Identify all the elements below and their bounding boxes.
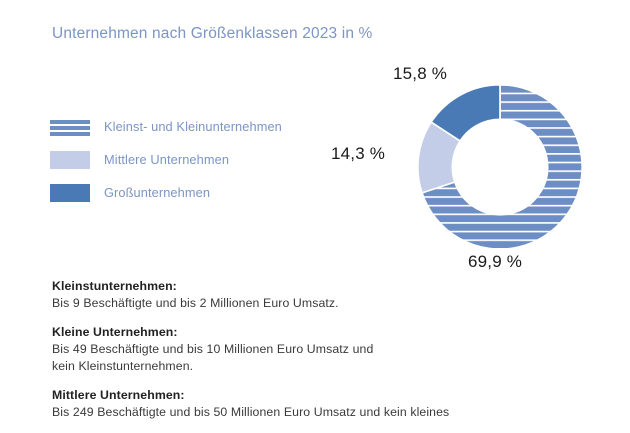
definition-term: Kleine Unternehmen: (52, 325, 178, 339)
legend-item-label: Mittlere Unternehmen (104, 152, 230, 167)
slice-value-label-grossunternehmen: 15,8 % (393, 64, 448, 83)
legend-swatch-icon-striped (50, 117, 90, 136)
definition-item-kleine-unternehmen: Kleine Unternehmen: Bis 49 Beschäftigte … (52, 324, 522, 375)
legend-item-kleinst-und-kleinunternehmen[interactable]: Kleinst- und Kleinunternehmen (50, 110, 370, 143)
slice-value-label-mittlere-unternehmen: 14,3 % (331, 144, 386, 163)
legend-swatch-icon-light (50, 150, 90, 169)
definition-text: Bis 49 Beschäftigte und bis 10 Millionen… (52, 342, 374, 373)
legend-item-label: Großunternehmen (104, 185, 211, 200)
definition-text: Bis 249 Beschäftigte und bis 50 Millione… (52, 405, 450, 419)
page-title: Unternehmen nach Größenklassen 2023 in % (52, 25, 373, 42)
definition-term: Mittlere Unternehmen: (52, 388, 185, 402)
legend-item-mittlere-unternehmen[interactable]: Mittlere Unternehmen (50, 143, 370, 176)
legend-item-grossunternehmen[interactable]: Großunternehmen (50, 176, 370, 209)
donut-slice[interactable] (420, 84, 583, 250)
definition-term: Kleinstunternehmen: (52, 279, 177, 293)
donut-slice[interactable] (430, 84, 501, 143)
definition-text: Bis 9 Beschäftigte und bis 2 Millionen E… (52, 296, 339, 310)
slice-value-label-kleinst-und-kleinunternehmen: 69,9 % (468, 252, 523, 271)
legend-item-label: Kleinst- und Kleinunternehmen (104, 119, 282, 134)
definitions-list: Kleinstunternehmen: Bis 9 Beschäftigte u… (52, 278, 522, 433)
legend-swatch-icon-solid (50, 183, 90, 202)
donut-chart-svg (417, 84, 583, 250)
definition-item-mittlere-unternehmen: Mittlere Unternehmen: Bis 249 Beschäftig… (52, 387, 522, 421)
donut-chart (417, 84, 583, 250)
donut-slices (417, 84, 583, 250)
definition-item-kleinstunternehmen: Kleinstunternehmen: Bis 9 Beschäftigte u… (52, 278, 522, 312)
chart-legend: Kleinst- und Kleinunternehmen Mittlere U… (50, 110, 370, 209)
